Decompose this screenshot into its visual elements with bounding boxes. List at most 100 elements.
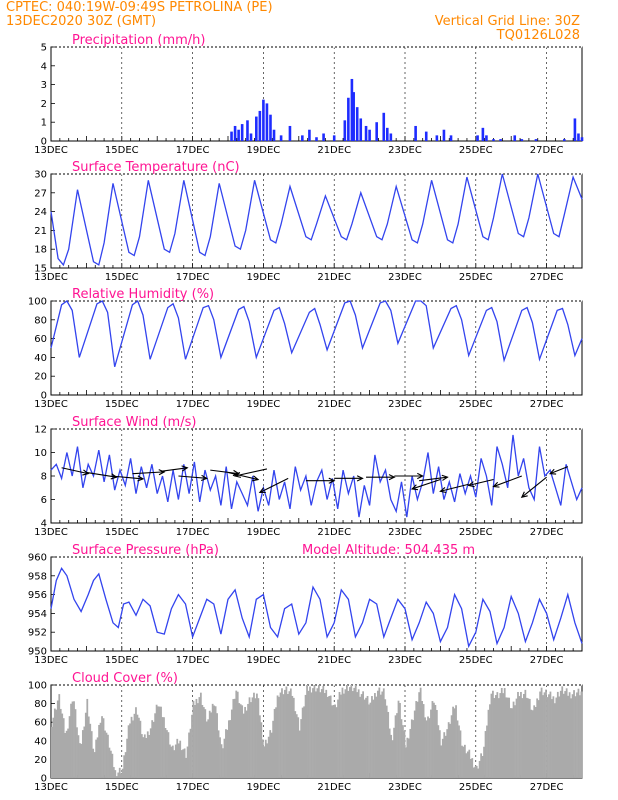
cloud-x-tick-label: 15DEC <box>105 782 139 793</box>
cloud-bar <box>437 725 440 778</box>
rh-series-line <box>50 299 583 367</box>
temp-x-tick-label: 19DEC <box>247 272 281 283</box>
cloud-bar <box>453 708 456 778</box>
cloud-bar <box>98 724 100 778</box>
cloud-x-tick-label: 23DEC <box>388 782 422 793</box>
cloud-bar <box>490 693 493 778</box>
wind-arrow <box>521 476 547 498</box>
cloud-bar <box>248 697 251 778</box>
wind-title: Surface Wind (m/s) <box>72 415 196 430</box>
cloud-bar <box>481 755 484 778</box>
cloud-bar <box>145 738 148 778</box>
cloud-panel: 0 20 40 60 80 100 13DEC 15DEC 17DEC 19DEC 21DEC 23D… <box>28 671 583 793</box>
precip-bar <box>382 112 386 141</box>
pressure-x-tick-label: 17DEC <box>176 655 210 666</box>
cloud-bar <box>496 692 499 778</box>
wind-y-tick-label: 10 <box>34 448 47 459</box>
cloud-bar <box>230 709 233 778</box>
cloud-bar <box>360 694 363 778</box>
precip-bar <box>265 103 269 141</box>
rh-y-tick-label: 80 <box>34 315 47 326</box>
wind-arrow-head <box>82 469 90 476</box>
cloud-bar <box>556 691 559 778</box>
precip-bar <box>255 116 258 141</box>
cloud-bar <box>410 719 413 778</box>
cloud-bar <box>163 717 165 778</box>
cloud-bar <box>568 692 571 778</box>
cloud-bar <box>276 695 279 778</box>
cloud-bar <box>421 701 423 778</box>
precip-bar <box>258 110 262 141</box>
wind-arrow-head <box>441 474 449 481</box>
temp-x-tick-label: 23DEC <box>388 272 422 283</box>
cloud-bar <box>528 698 531 778</box>
cloud-bar <box>90 731 93 778</box>
cloud-bar <box>295 714 298 778</box>
temp-y-tick-label: 15 <box>34 264 47 275</box>
cloud-bar <box>477 768 480 778</box>
cloud-bar <box>574 696 577 778</box>
precip-panel: 0 1 2 3 4 5 13DEC 15DEC 17DEC 19DEC 21DEC 23DEC 25DE… <box>34 33 584 156</box>
cloud-bar <box>374 693 376 778</box>
cloud-bar <box>480 753 482 778</box>
rh-x-tick-label: 25DEC <box>459 399 493 410</box>
wind-y-tick-label: 8 <box>41 472 47 483</box>
cloud-bar <box>347 690 350 778</box>
wind-arrow-head <box>252 475 260 482</box>
precip-bar <box>315 137 318 141</box>
rh-y-tick-label: 60 <box>34 334 47 345</box>
precip-bar <box>343 120 347 141</box>
cloud-bar <box>335 707 338 778</box>
cloud-bar <box>111 753 114 778</box>
cloud-bar <box>517 691 519 778</box>
precip-y-tick-label: 5 <box>41 43 47 54</box>
cloud-bar <box>199 692 202 778</box>
precip-bar <box>476 135 479 141</box>
cloud-bar <box>505 697 508 778</box>
cloud-bar <box>84 712 87 778</box>
cloud-bar <box>138 717 140 778</box>
wind-arrow <box>160 467 188 472</box>
pressure-x-tick-label: 15DEC <box>105 655 139 666</box>
cloud-bar <box>573 690 575 778</box>
precip-bar <box>352 92 355 141</box>
cloud-bar <box>375 696 378 778</box>
temp-title: Surface Temperature (nC) <box>72 160 240 175</box>
cloud-bar <box>562 693 565 778</box>
precip-bar <box>375 122 378 141</box>
cloud-bar <box>441 738 444 778</box>
temp-x-tick-label: 15DEC <box>105 272 139 283</box>
cloud-bar <box>238 703 241 778</box>
precip-x-tick-label: 25DEC <box>459 145 493 156</box>
cloud-bar <box>372 699 375 778</box>
cloud-bar <box>341 687 344 778</box>
pressure-y-tick-label: 958 <box>28 571 47 582</box>
cloud-bar <box>564 691 567 778</box>
cloud-bar <box>509 708 512 778</box>
precip-y-tick-label: 0 <box>41 137 47 148</box>
cloud-bar <box>220 744 223 778</box>
wind-arrow <box>440 483 469 492</box>
cloud-bar <box>233 698 236 778</box>
wind-arrow <box>234 468 268 477</box>
cloud-bar <box>108 747 111 778</box>
cloud-bar <box>371 696 373 778</box>
cloud-bar <box>170 746 173 778</box>
cloud-bar <box>402 725 404 778</box>
rh-y-tick-label: 100 <box>28 297 47 308</box>
precip-bar <box>364 125 368 141</box>
cloud-bar <box>112 767 115 778</box>
temp-x-tick-label: 13DEC <box>34 272 68 283</box>
cloud-bar <box>344 689 347 778</box>
cloud-bar <box>465 753 468 778</box>
cloud-bar <box>223 738 226 778</box>
cloud-bar <box>524 689 527 778</box>
cloud-bar <box>191 714 193 778</box>
cloud-bar <box>329 695 332 778</box>
cloud-bar <box>472 767 475 778</box>
pressure-y-tick-label: 954 <box>28 609 47 620</box>
cloud-bar <box>217 730 220 778</box>
cloud-bar <box>279 692 282 778</box>
cloud-bar <box>133 713 136 778</box>
